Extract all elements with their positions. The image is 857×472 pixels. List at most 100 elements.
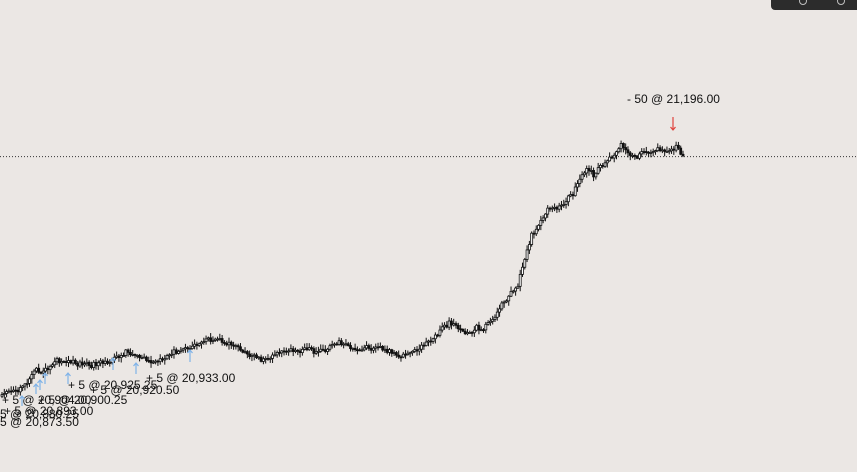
candle <box>397 350 401 359</box>
trade-label-5: + 5 @ 20,904.00 <box>2 393 92 407</box>
candle <box>635 155 639 160</box>
candle <box>440 322 444 333</box>
candle <box>174 347 178 355</box>
candle <box>461 328 465 333</box>
candle <box>580 171 584 183</box>
candle <box>454 321 458 329</box>
candle <box>507 295 511 306</box>
buy-arrow-icon <box>42 372 48 384</box>
candle <box>48 364 52 375</box>
candle <box>433 332 437 344</box>
sell-arrow-icon <box>670 117 676 131</box>
buy-arrow-icon <box>110 357 116 370</box>
candle <box>665 146 669 153</box>
candle <box>41 367 45 378</box>
candle <box>282 347 286 356</box>
candle <box>351 347 355 352</box>
candle <box>651 148 655 157</box>
candle <box>548 206 552 212</box>
candle <box>445 321 449 329</box>
candle <box>677 141 680 150</box>
candle <box>569 191 573 198</box>
candle <box>356 346 359 355</box>
candle <box>470 330 474 337</box>
candle <box>420 341 424 353</box>
candle <box>163 354 167 365</box>
trade-label-6: + 5 @ 20,920.50 <box>90 383 180 397</box>
candle <box>151 360 155 365</box>
candle <box>459 324 462 334</box>
candle <box>80 357 84 369</box>
candle <box>376 342 380 351</box>
candle <box>477 321 481 335</box>
candle <box>200 340 203 349</box>
candle <box>417 344 421 356</box>
candle <box>527 240 531 254</box>
candle <box>223 340 226 346</box>
candle <box>594 172 598 180</box>
candle <box>605 159 609 168</box>
candle <box>576 180 579 192</box>
candle <box>585 165 589 178</box>
candle <box>339 338 343 347</box>
candle <box>0 392 4 399</box>
candle <box>404 349 407 359</box>
candle <box>532 230 536 239</box>
candle <box>587 165 591 176</box>
candle <box>511 289 515 294</box>
candle <box>294 347 297 354</box>
candle <box>443 322 446 330</box>
candle <box>626 146 630 158</box>
candle <box>601 162 605 169</box>
candle <box>53 357 57 369</box>
candle <box>367 343 371 351</box>
candle <box>544 213 547 222</box>
candle <box>305 343 309 352</box>
candle <box>108 359 112 367</box>
candle <box>216 336 219 342</box>
candle <box>273 350 277 357</box>
candle <box>342 342 346 349</box>
candle <box>523 257 527 270</box>
candle <box>603 159 607 168</box>
candle <box>18 384 22 396</box>
candle <box>300 346 304 356</box>
candle <box>679 145 683 156</box>
candle <box>411 350 414 356</box>
candle <box>287 348 291 356</box>
candle <box>206 336 210 342</box>
candle <box>307 343 311 351</box>
candle <box>353 343 357 352</box>
candle <box>268 356 272 363</box>
candle <box>647 151 651 158</box>
chart-toolbar[interactable] <box>771 0 857 10</box>
candle <box>452 318 456 327</box>
candle <box>642 148 646 155</box>
candle <box>610 155 614 160</box>
toolbar-button-icon[interactable] <box>799 0 807 5</box>
candle <box>32 368 36 380</box>
candle <box>491 315 495 325</box>
candle <box>326 347 329 355</box>
trade-label-3: + 5 @ 20,893.00 <box>4 404 94 418</box>
candle <box>135 354 139 359</box>
trade-label-1: 5 @ 20,873.50 <box>0 415 79 429</box>
candle <box>170 349 174 359</box>
candle <box>106 358 109 365</box>
toolbar-button-icon[interactable] <box>837 0 845 5</box>
candle <box>557 202 561 213</box>
candle <box>46 365 50 375</box>
candle <box>369 344 373 354</box>
candle <box>640 148 644 158</box>
candle <box>275 350 279 358</box>
candle <box>612 152 616 163</box>
candle <box>624 143 628 155</box>
candle <box>60 358 64 366</box>
candle <box>172 346 176 359</box>
candle <box>383 345 387 353</box>
candle <box>39 371 43 375</box>
candle <box>220 334 224 346</box>
candle <box>317 346 320 357</box>
candle <box>514 286 518 296</box>
